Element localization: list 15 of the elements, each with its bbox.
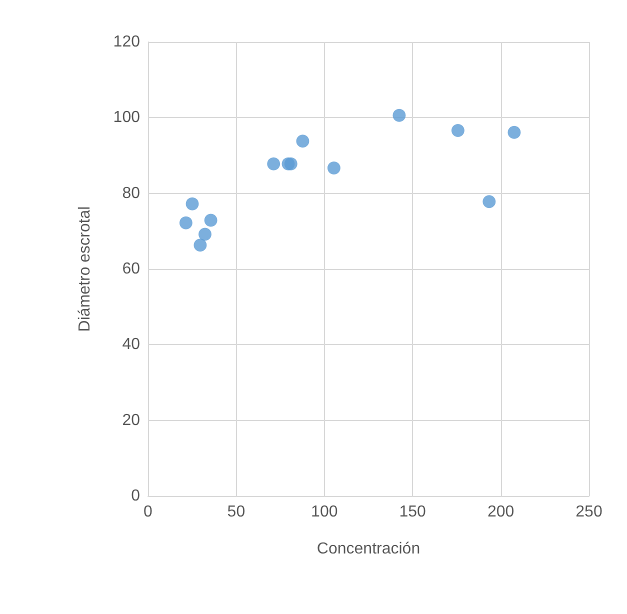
y-tick-label: 0 [131, 488, 140, 504]
y-tick-label: 80 [122, 184, 140, 202]
x-tick-label: 100 [311, 504, 338, 520]
x-tick-label: 150 [399, 504, 426, 520]
x-tick-label: 50 [227, 504, 246, 520]
x-tick-label: 0 [144, 504, 153, 520]
y-tick-label: 40 [122, 336, 140, 354]
x-tick-label: 200 [487, 504, 514, 520]
x-axis-title: Concentración [316, 540, 420, 558]
y-axis-title: Diámetro escrotal [76, 206, 94, 332]
y-tick-label: 100 [113, 109, 140, 126]
y-tick-label: 60 [122, 260, 140, 278]
y-tick-label: 120 [113, 34, 140, 50]
x-tick-label: 250 [576, 504, 602, 520]
y-tick-label: 20 [122, 412, 140, 429]
